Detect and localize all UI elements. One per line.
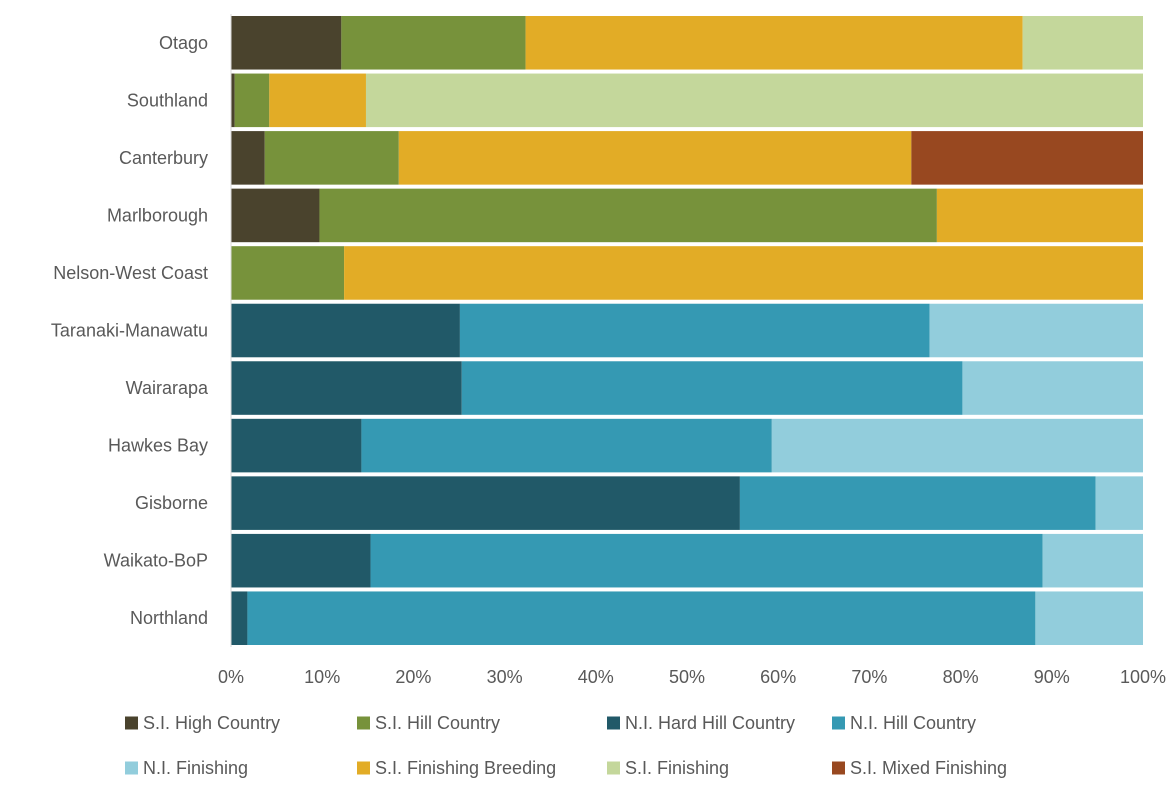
x-tick-label: 100% (1120, 667, 1166, 687)
x-tick-label: 40% (578, 667, 614, 687)
bar-wairarapa-n-i-hill-country (461, 361, 963, 415)
x-tick-label: 60% (760, 667, 796, 687)
bar-southland-s-i-finishing-breeding (269, 73, 366, 128)
bar-northland-n-i-finishing (1035, 591, 1143, 645)
bar-wairarapa-n-i-hard-hill-country (231, 361, 462, 415)
bar-nelson-west-coast-s-i-finishing-breeding (344, 246, 1144, 300)
bar-otago-s-i-finishing (1022, 16, 1143, 70)
legend-label-n-i-hill-country: N.I. Hill Country (850, 713, 976, 733)
bar-canterbury-s-i-finishing-breeding (398, 131, 912, 185)
legend: S.I. High Country S.I. Hill Country N.I. H… (125, 713, 1007, 778)
bar-northland-n-i-hill-country (247, 591, 1036, 645)
x-tick-label: 70% (851, 667, 887, 687)
bar-waikato-bop-n-i-finishing (1042, 533, 1143, 588)
bar-marlborough-s-i-finishing-breeding (936, 188, 1143, 243)
bar-wairarapa-n-i-finishing (962, 361, 1143, 415)
bar-marlborough-s-i-hill-country (319, 188, 937, 243)
category-label-southland: Southland (127, 90, 208, 110)
bar-canterbury-s-i-high-country (231, 131, 265, 185)
category-label-taranaki-manawatu: Taranaki-Manawatu (51, 321, 208, 341)
legend-label-s-i-high-country: S.I. High Country (143, 713, 280, 733)
legend-label-s-i-mixed-finishing: S.I. Mixed Finishing (850, 758, 1007, 778)
category-label-northland: Northland (130, 608, 208, 628)
bar-southland-s-i-high-country (231, 73, 235, 128)
bar-marlborough-s-i-high-country (231, 188, 320, 243)
x-tick-label: 0% (218, 667, 244, 687)
bar-northland-n-i-hard-hill-country (231, 591, 248, 645)
x-tick-label: 90% (1034, 667, 1070, 687)
bar-otago-s-i-high-country (231, 16, 342, 70)
legend-swatch-s-i-finishing-breeding (357, 761, 370, 775)
bar-southland-s-i-finishing (365, 73, 1144, 128)
bar-gisborne-n-i-hill-country (739, 476, 1096, 530)
legend-swatch-s-i-hill-country (357, 716, 370, 730)
bar-taranaki-manawatu-n-i-hill-country (459, 303, 930, 358)
legend-label-n-i-hard-hill-country: N.I. Hard Hill Country (625, 713, 795, 733)
category-label-hawkes-bay: Hawkes Bay (108, 436, 208, 456)
x-tick-label: 20% (395, 667, 431, 687)
legend-swatch-n-i-hill-country (832, 716, 845, 730)
category-label-marlborough: Marlborough (107, 205, 208, 225)
legend-swatch-s-i-high-country (125, 716, 138, 730)
category-label-otago: Otago (159, 33, 208, 53)
bar-hawkes-bay-n-i-hill-country (361, 418, 772, 473)
bar-waikato-bop-n-i-hill-country (370, 533, 1043, 588)
x-tick-label: 30% (487, 667, 523, 687)
legend-label-s-i-finishing: S.I. Finishing (625, 758, 729, 778)
legend-swatch-n-i-finishing (125, 761, 138, 775)
bars-layer (231, 16, 1144, 645)
bar-gisborne-n-i-hard-hill-country (231, 476, 740, 530)
bar-nelson-west-coast-s-i-hill-country (231, 246, 345, 300)
x-tick-label: 80% (943, 667, 979, 687)
bar-taranaki-manawatu-n-i-finishing (929, 303, 1143, 358)
bar-hawkes-bay-n-i-hard-hill-country (231, 418, 362, 473)
legend-swatch-s-i-mixed-finishing (832, 761, 845, 775)
bar-canterbury-s-i-hill-country (264, 131, 399, 185)
bar-otago-s-i-hill-country (341, 16, 526, 70)
bar-taranaki-manawatu-n-i-hard-hill-country (231, 303, 460, 358)
category-label-canterbury: Canterbury (119, 148, 208, 168)
x-tick-label: 50% (669, 667, 705, 687)
bar-canterbury-s-i-mixed-finishing (911, 131, 1143, 185)
category-label-wairarapa: Wairarapa (126, 378, 209, 398)
bar-hawkes-bay-n-i-finishing (771, 418, 1143, 473)
bar-southland-s-i-hill-country (234, 73, 270, 128)
x-tick-label: 10% (304, 667, 340, 687)
legend-swatch-n-i-hard-hill-country (607, 716, 620, 730)
axis-layer: Otago Southland Canterbury Marlborough Nelso… (51, 14, 1166, 687)
bar-gisborne-n-i-finishing (1095, 476, 1143, 530)
category-label-waikato-bop: Waikato-BoP (104, 551, 208, 571)
category-label-gisborne: Gisborne (135, 493, 208, 513)
legend-label-s-i-hill-country: S.I. Hill Country (375, 713, 500, 733)
category-label-nelson-west-coast: Nelson-West Coast (53, 263, 208, 283)
legend-label-s-i-finishing-breeding: S.I. Finishing Breeding (375, 758, 556, 778)
bar-waikato-bop-n-i-hard-hill-country (231, 533, 371, 588)
legend-swatch-s-i-finishing (607, 761, 620, 775)
legend-label-n-i-finishing: N.I. Finishing (143, 758, 248, 778)
bar-otago-s-i-finishing-breeding (525, 16, 1023, 70)
